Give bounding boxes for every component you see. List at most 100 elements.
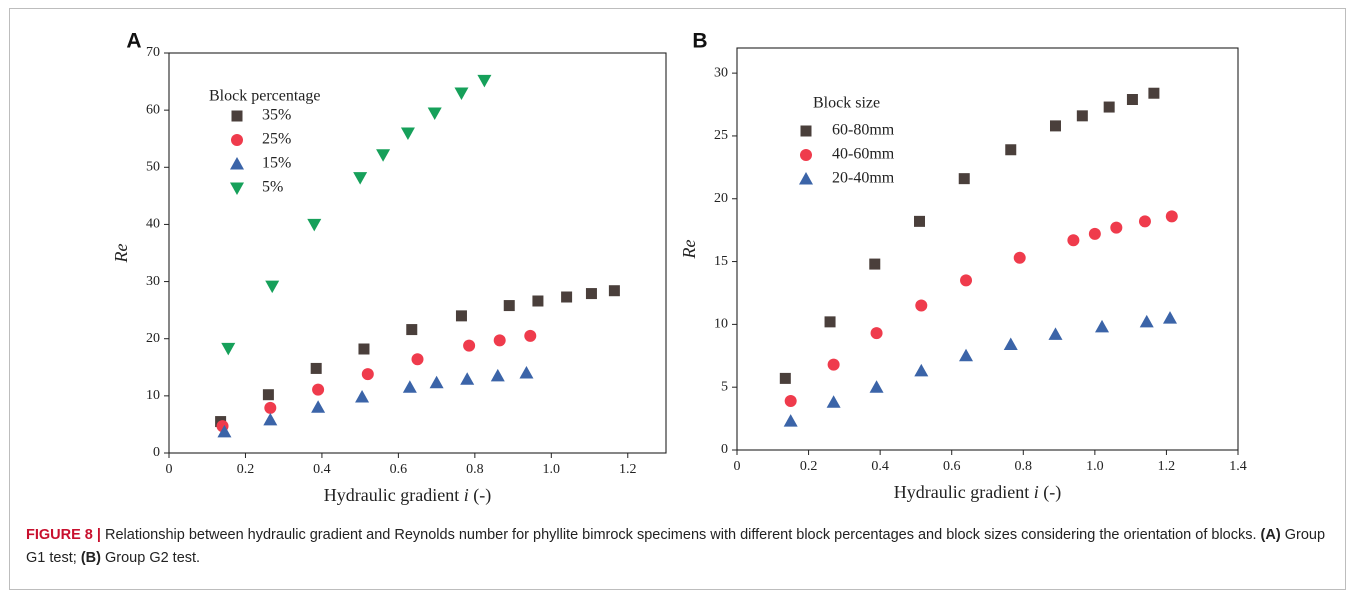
panel-b-data-point [958,173,970,185]
panel-a-x-tick-label: 1.2 [619,462,637,477]
panel-b-x-tick-label: 1.4 [1229,459,1247,474]
panel-b-data-point [1048,327,1063,340]
panel-a-data-point [358,343,370,355]
panel-a-x-axis-variable: i [464,485,469,505]
panel-b-data-point [960,274,973,287]
panel-a-data-point [221,342,236,356]
panel-b-y-tick-label: 15 [714,254,728,269]
panel-a-legend-label: 35% [262,107,291,124]
panel-a-y-tick-label: 30 [146,274,160,289]
panel-b-data-point [827,358,840,371]
panel-a-data-point [262,389,274,401]
panel-a-data-point [503,300,515,312]
panel-b-data-point [784,395,797,408]
panel-a-data-point [402,380,417,393]
panel-b-data-point [914,363,929,377]
panel-b-data-point [915,299,928,312]
panel-b-x-axis-unit: (-) [1039,482,1061,503]
panel-b-legend-marker [800,125,812,137]
caption-figure-label: FIGURE 8 | [26,527,101,543]
panel-b-data-point [869,258,881,270]
panel-b-data-point [783,414,798,427]
panel-b-data-point [1005,144,1017,156]
panel-b-legend-label: 20-40mm [832,170,895,187]
panel-a-x-tick-label: 1.0 [543,462,561,477]
panel-b-data-point [779,372,791,384]
panel-a-data-point [454,87,469,100]
panel-a-data-point [406,324,418,336]
panel-b-y-tick-label: 20 [714,191,728,206]
caption-text-2: Group G1 test; [26,527,1326,566]
panel-b-legend-title: Block size [813,95,880,112]
caption-part-b: (B) [80,550,101,566]
panel-b-x-tick-label: 0.6 [943,459,961,474]
panel-b-data-point [914,215,926,227]
panel-a-plot-frame [168,52,667,454]
panel-b-data-point [1103,101,1115,113]
panel-b-data-point [1013,251,1026,264]
panel-a-y-tick-label: 40 [146,217,160,232]
panel-a-legend-title: Block percentage [209,88,321,105]
panel-a-x-tick-label: 0.8 [466,462,484,477]
panel-a-data-point [310,362,322,374]
panel-b-data-point [1139,314,1154,328]
caption-text-1: Relationship between hydraulic gradient … [105,527,1257,543]
panel-a-data-point [427,107,442,120]
panel-a-data-point [519,366,534,379]
figure-caption: FIGURE 8 | Relationship between hydrauli… [26,524,1326,570]
panel-a-y-tick-label: 0 [153,445,160,460]
panel-a-x-tick-label: 0.2 [237,462,255,477]
panel-a-data-point [307,218,322,232]
panel-a-y-tick-label: 60 [146,102,160,117]
panel-b-x-axis-title: Hydraulic gradient i (-) [894,482,1061,503]
panel-b-data-point [1076,110,1088,122]
panel-b-data-point [1163,311,1178,324]
panel-a-data-point [217,424,232,438]
panel-a-data-point [355,390,370,403]
panel-a-data-point [608,285,620,297]
caption-text-3: Group G2 test. [104,550,201,566]
panel-a-legend-marker [230,157,244,170]
panel-b-legend-label: 60-80mm [832,122,895,139]
panel-b-data-point [1088,227,1101,240]
panel-b-data-point [1003,337,1018,350]
panel-b-data-point [1049,120,1061,132]
panel-a-data-point [460,372,475,385]
panel-b-x-tick-label: 1.0 [1086,459,1104,474]
panel-b-x-tick-label: 1.2 [1158,459,1176,474]
panel-b-plot-frame [736,47,1239,451]
panel-b-data-point [826,395,841,408]
panel-b-x-tick-label: 0.8 [1015,459,1033,474]
panel-b-data-point [1110,221,1123,234]
panel-a-data-point [263,412,278,426]
panel-a-data-point [524,329,537,342]
panel-a-data-point [532,295,544,307]
panel-b-data-point [959,348,974,362]
panel-a-data-point [463,339,476,352]
panel-a-y-axis-title: Re [111,243,131,263]
panel-b-x-tick-label: 0.2 [800,459,818,474]
panel-a-x-tick-label: 0 [166,462,173,477]
panel-a-legend-label: 15% [262,155,291,172]
panel-b-data-point [1148,87,1160,99]
panel-a-data-point [353,172,368,185]
panel-b-data-point [869,380,884,393]
panel-a-x-tick-label: 0.4 [313,462,331,477]
panel-b-data-point [1095,319,1110,333]
panel-b-legend-marker [800,149,812,161]
panel-a-data-point [312,383,325,396]
panel-a-data-point [429,375,444,389]
panel-b-x-tick-label: 0 [734,459,741,474]
panel-b-y-tick-label: 30 [714,65,728,80]
panel-a-data-point [490,368,505,382]
panel-a-y-tick-label: 10 [146,388,160,403]
panel-a-x-tick-label: 0.6 [390,462,408,477]
panel-b-data-point [1165,210,1178,223]
panel-a-data-point [265,280,280,294]
panel-a-y-tick-label: 70 [146,45,160,60]
panel-a-y-tick-label: 20 [146,331,160,346]
panel-b-data-point [1067,234,1080,247]
panel-a-x-axis-title: Hydraulic gradient i (-) [324,485,491,506]
panel-b-legend-marker [799,172,813,185]
panel-a-data-point [311,400,326,413]
